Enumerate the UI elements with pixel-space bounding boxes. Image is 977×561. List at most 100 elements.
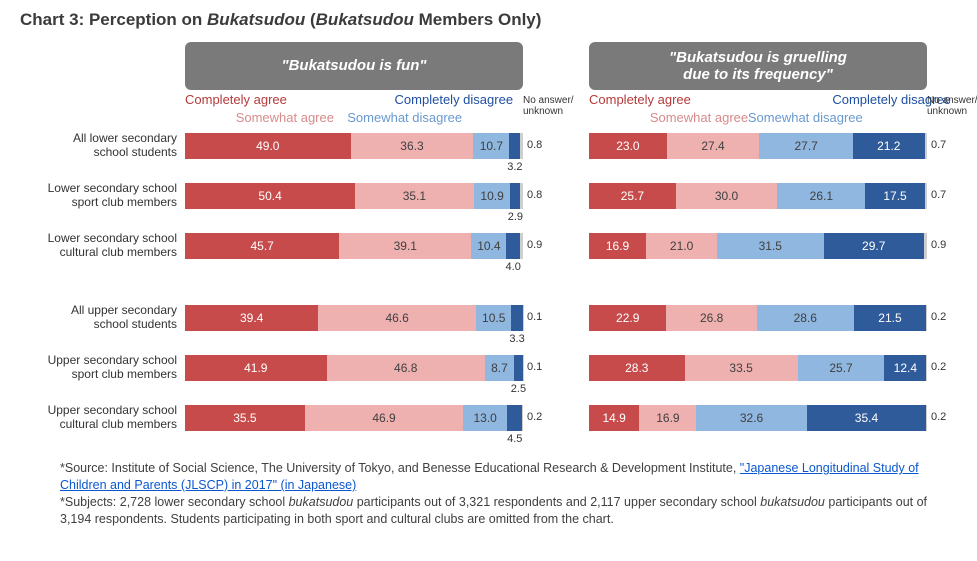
- bar-segment: 10.7: [473, 133, 509, 159]
- legend-label: Somewhat agree: [236, 110, 334, 125]
- segment-value-below: 2.9: [508, 211, 523, 223]
- bar-segment: 50.4: [185, 183, 355, 209]
- panel-left: "Bukatsudou is fun" Completely agree Some…: [185, 42, 553, 454]
- segment-value-right: 0.2: [931, 311, 946, 323]
- segment-value-below: 3.3: [509, 333, 524, 345]
- bar-segment: [926, 305, 927, 331]
- segment-value-right: 0.1: [527, 311, 542, 323]
- bar-segment: 10.4: [471, 233, 506, 259]
- bar-segment: [925, 133, 927, 159]
- bar-segment: [520, 133, 523, 159]
- bar-segment: [522, 405, 523, 431]
- bar-row: 14.916.932.635.40.2: [589, 404, 927, 432]
- row-label: Lower secondary school sport club member…: [20, 182, 177, 210]
- bar-segment: 35.4: [807, 405, 927, 431]
- segment-value-below: 4.5: [507, 433, 522, 445]
- stacked-bar: 41.946.88.72.50.1: [185, 355, 523, 381]
- bar-segment: 21.5: [854, 305, 927, 331]
- bar-segment: [510, 183, 520, 209]
- legend-label: Completely disagree: [395, 92, 514, 107]
- title-prefix: Chart 3: Perception on: [20, 10, 207, 29]
- legend-label: Somewhat disagree: [748, 110, 863, 125]
- bar-row: 16.921.031.529.70.9: [589, 232, 927, 260]
- bar-row: 41.946.88.72.50.1: [185, 354, 523, 382]
- footnote-term-1: bukatsudou: [289, 495, 354, 509]
- legend-label: No answer/ unknown: [927, 96, 977, 117]
- bar-segment: 25.7: [589, 183, 676, 209]
- stacked-bar: 39.446.610.53.30.1: [185, 305, 523, 331]
- bar-segment: 32.6: [696, 405, 806, 431]
- segment-value-below: 2.5: [511, 383, 526, 395]
- title-paren: (: [305, 10, 315, 29]
- segment-value-right: 0.1: [527, 361, 542, 373]
- bar-segment: [509, 133, 520, 159]
- panel-header-left: "Bukatsudou is fun": [185, 42, 523, 90]
- stacked-bar: 16.921.031.529.70.9: [589, 233, 927, 259]
- stacked-bar: 49.036.310.73.20.8: [185, 133, 523, 159]
- title-term-2: Bukatsudou: [316, 10, 414, 29]
- segment-value-below: 3.2: [507, 161, 522, 173]
- stacked-bar: 28.333.525.712.40.2: [589, 355, 927, 381]
- bar-segment: 16.9: [639, 405, 696, 431]
- bar-segment: 26.8: [666, 305, 757, 331]
- bar-row: 49.036.310.73.20.8: [185, 132, 523, 160]
- bar-row: 25.730.026.117.50.7: [589, 182, 927, 210]
- segment-value-right: 0.9: [527, 239, 542, 251]
- title-term: Bukatsudou: [207, 10, 305, 29]
- bar-row: 39.446.610.53.30.1: [185, 304, 523, 332]
- bar-row: 35.546.913.04.50.2: [185, 404, 523, 432]
- segment-value-right: 0.2: [931, 411, 946, 423]
- bar-segment: [520, 183, 523, 209]
- stacked-bar: 23.027.427.721.20.7: [589, 133, 927, 159]
- footnote-source: *Source: Institute of Social Science, Th…: [60, 461, 740, 475]
- bar-segment: 49.0: [185, 133, 351, 159]
- bar-segment: 10.5: [476, 305, 512, 331]
- bar-segment: [926, 405, 927, 431]
- title-suffix: Members Only): [414, 10, 542, 29]
- bar-row: 50.435.110.92.90.8: [185, 182, 523, 210]
- segment-value-right: 0.8: [527, 139, 542, 151]
- bar-segment: 46.8: [327, 355, 485, 381]
- bar-segment: 28.3: [589, 355, 685, 381]
- segment-value-right: 0.2: [527, 411, 542, 423]
- panel-header-right: "Bukatsudou is gruellingdue to its frequ…: [589, 42, 927, 90]
- bar-segment: 46.9: [305, 405, 463, 431]
- stacked-bar: 22.926.828.621.50.2: [589, 305, 927, 331]
- legend-label: Somewhat agree: [650, 110, 748, 125]
- chart-main: All lower secondary school studentsLower…: [20, 42, 957, 454]
- row-labels-column: All lower secondary school studentsLower…: [20, 42, 185, 454]
- stacked-bar: 14.916.932.635.40.2: [589, 405, 927, 431]
- bar-segment: 14.9: [589, 405, 639, 431]
- bar-segment: 27.4: [667, 133, 760, 159]
- charts-column: "Bukatsudou is fun" Completely agree Some…: [185, 42, 957, 454]
- segment-value-right: 0.2: [931, 361, 946, 373]
- bar-segment: [514, 355, 522, 381]
- stacked-bar: 25.730.026.117.50.7: [589, 183, 927, 209]
- bar-segment: 16.9: [589, 233, 646, 259]
- bar-segment: 33.5: [685, 355, 798, 381]
- stacked-bar: 50.435.110.92.90.8: [185, 183, 523, 209]
- row-label: Upper secondary school cultural club mem…: [20, 404, 177, 432]
- bar-row: 28.333.525.712.40.2: [589, 354, 927, 382]
- bar-segment: [924, 233, 927, 259]
- segment-value-right: 0.8: [527, 189, 542, 201]
- bar-segment: [506, 233, 520, 259]
- bar-segment: 39.1: [339, 233, 471, 259]
- bar-segment: 13.0: [463, 405, 507, 431]
- bar-segment: [925, 183, 927, 209]
- row-label: Upper secondary school sport club member…: [20, 354, 177, 382]
- bar-segment: 30.0: [676, 183, 777, 209]
- legend-label: Completely agree: [185, 92, 287, 107]
- bar-segment: 35.1: [355, 183, 474, 209]
- bar-segment: [511, 305, 522, 331]
- bar-segment: 10.9: [474, 183, 511, 209]
- footnotes: *Source: Institute of Social Science, Th…: [20, 460, 957, 528]
- bar-segment: 28.6: [757, 305, 854, 331]
- bar-segment: 22.9: [589, 305, 666, 331]
- bar-segment: [507, 405, 522, 431]
- bar-segment: 21.0: [646, 233, 717, 259]
- bar-segment: 35.5: [185, 405, 305, 431]
- segment-value-below: 4.0: [506, 261, 521, 273]
- legend-label: Completely agree: [589, 92, 691, 107]
- bar-segment: 12.4: [884, 355, 926, 381]
